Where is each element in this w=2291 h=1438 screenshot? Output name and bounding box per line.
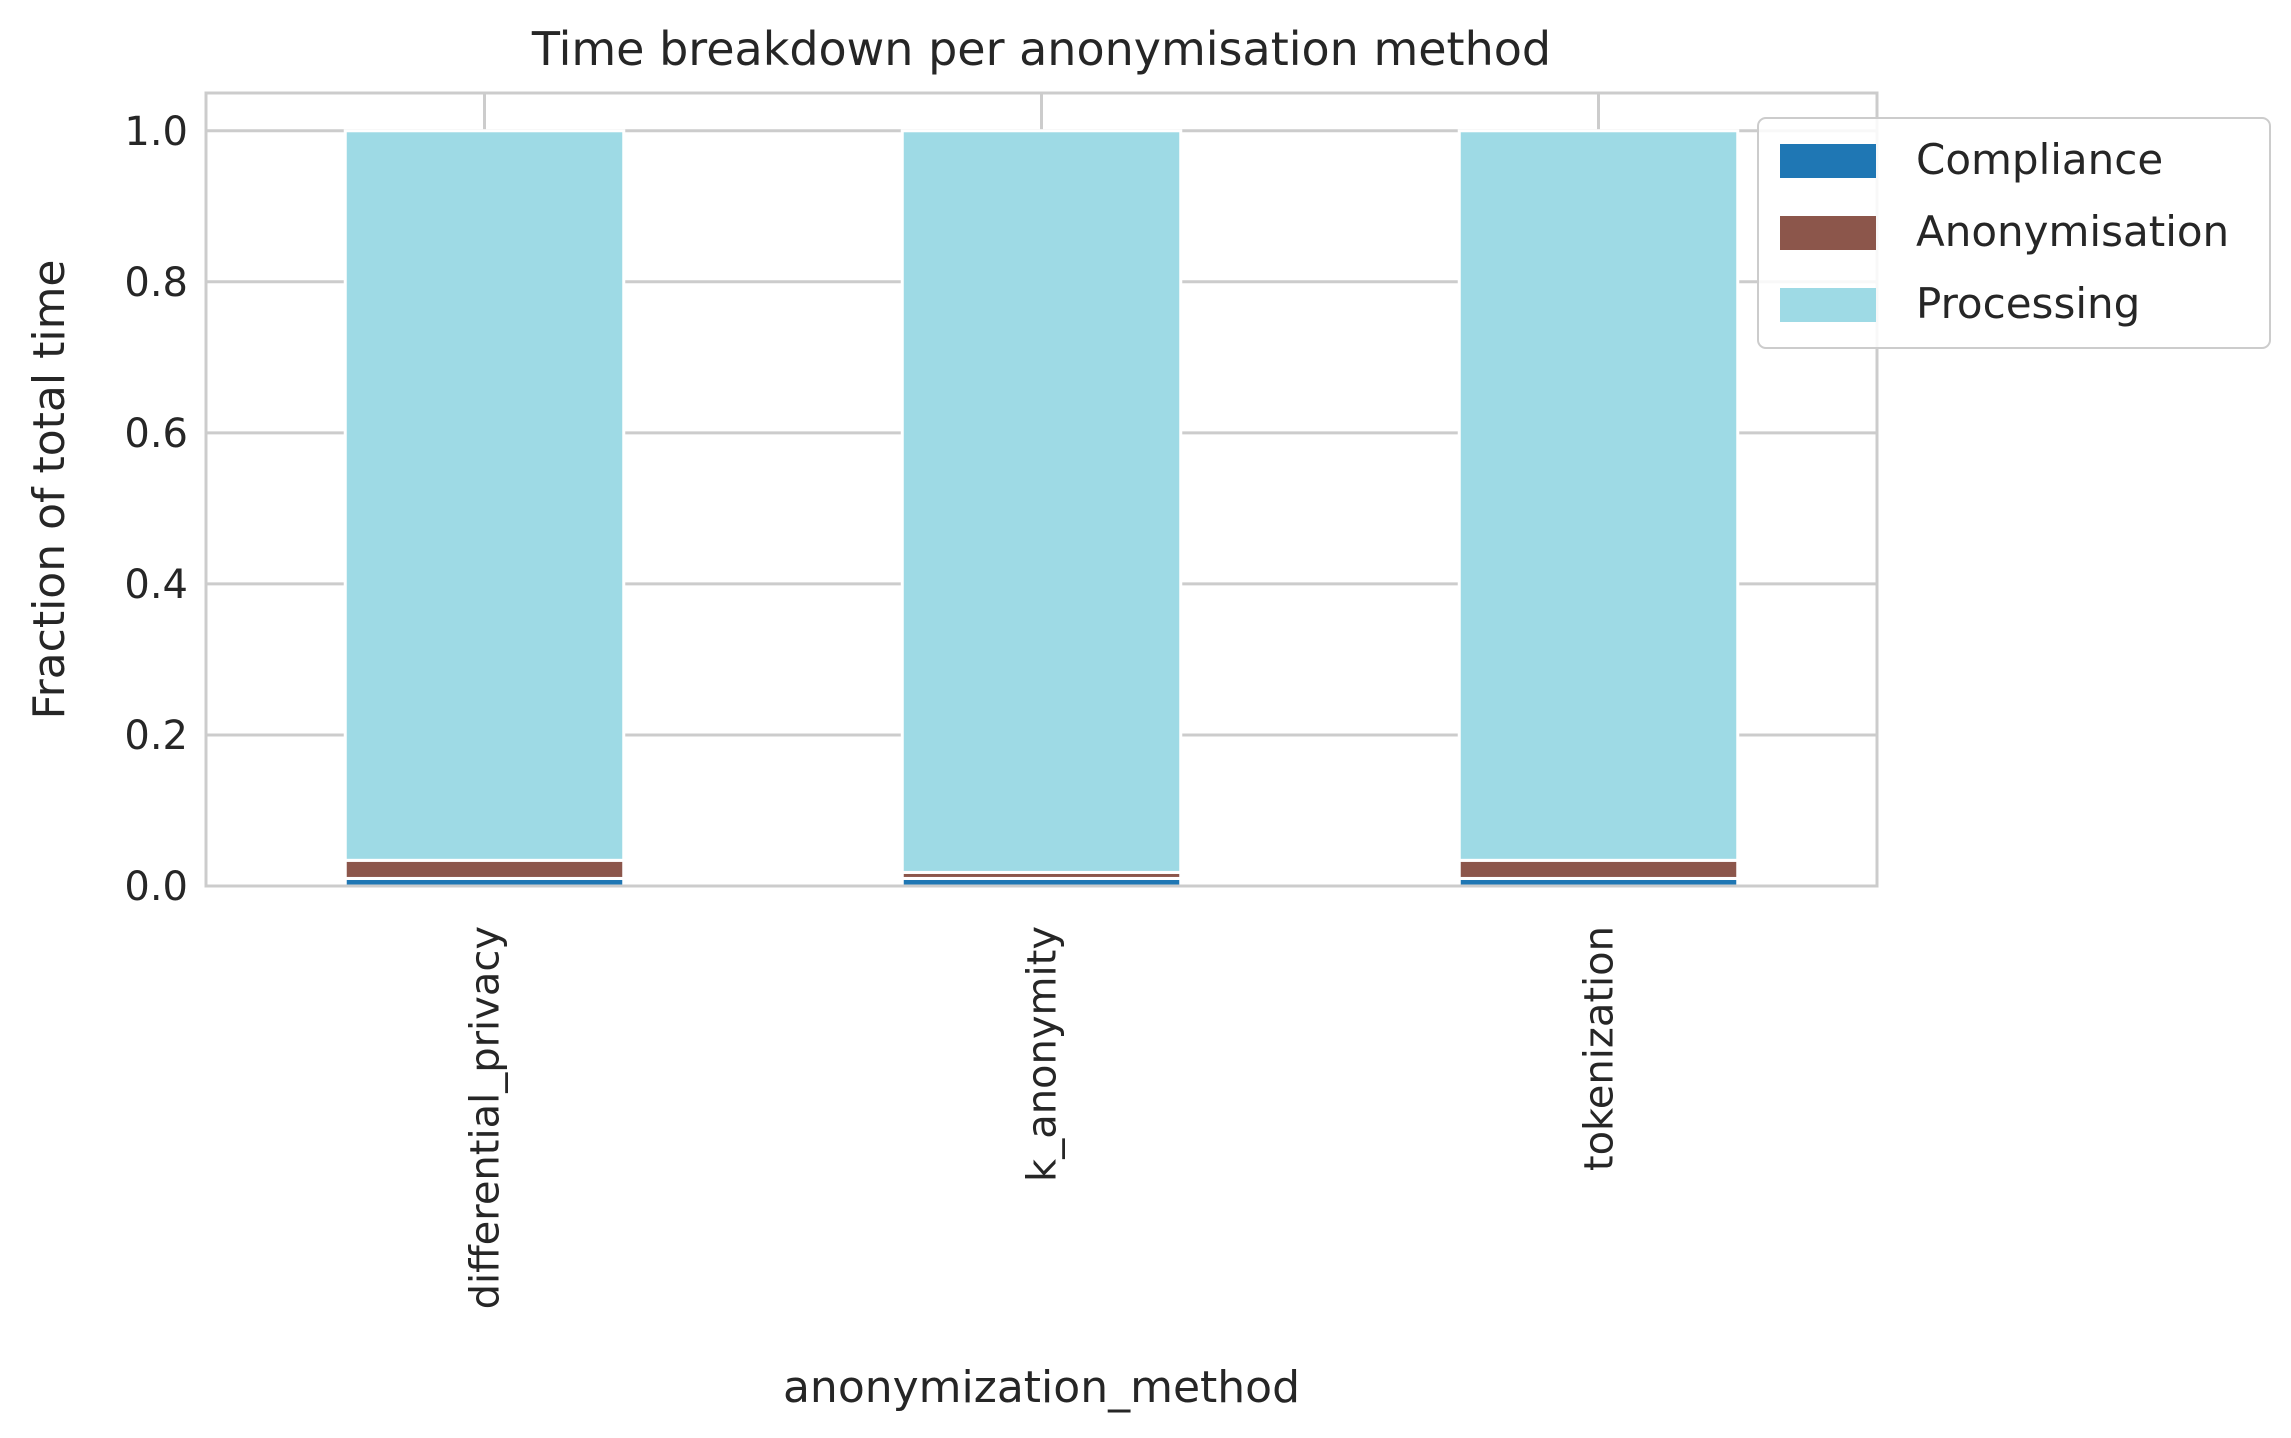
tick-labels: 0.0 0.2 0.4 0.6 0.8 1.0 differential_privacy k_… (124, 109, 1622, 1310)
legend-swatch-compliance (1780, 144, 1876, 178)
bar-processing-k_anonymity (900, 129, 1183, 874)
bars (343, 129, 1740, 888)
legend-label-processing: Processing (1916, 279, 2140, 328)
x-tick-label: tokenization (1577, 926, 1623, 1171)
y-tick-label: 0.8 (124, 260, 188, 306)
plot-frame (204, 91, 1879, 888)
x-tick-label: differential_privacy (463, 926, 509, 1309)
y-tick-label: 0.4 (124, 562, 188, 608)
y-tick-label: 0.6 (124, 411, 188, 457)
x-tick-label: k_anonymity (1020, 926, 1066, 1182)
chart-title: Time breakdown per anonymisation method (531, 22, 1551, 76)
y-tick-label: 1.0 (124, 109, 188, 155)
bar-processing-tokenization (1457, 129, 1740, 862)
x-axis-label: anonymization_method (783, 1362, 1300, 1413)
bar-anonymisation-tokenization (1457, 858, 1740, 880)
legend: Compliance Anonymisation Processing (1757, 117, 2271, 349)
legend-label-anonymisation: Anonymisation (1916, 207, 2229, 256)
legend-swatch-anonymisation (1780, 216, 1876, 250)
y-axis-label: Fraction of total time (24, 259, 75, 719)
legend-swatch-processing (1780, 288, 1876, 322)
bar-processing-differential_privacy (343, 129, 626, 862)
bar-anonymisation-differential_privacy (343, 858, 626, 880)
legend-label-compliance: Compliance (1916, 135, 2163, 184)
y-tick-label: 0.2 (124, 713, 188, 759)
y-tick-label: 0.0 (124, 864, 188, 910)
legend-box (1757, 117, 2271, 349)
